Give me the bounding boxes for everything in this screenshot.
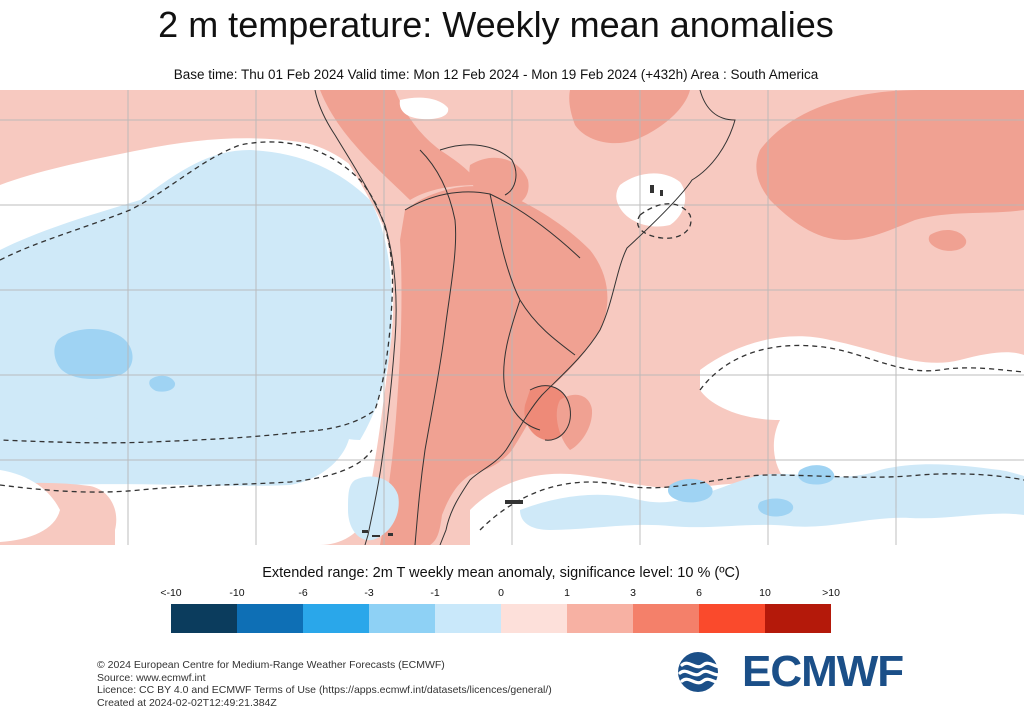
warm-region-central (469, 157, 529, 207)
neutral-region-sw (0, 470, 60, 542)
legend-swatch (633, 604, 699, 633)
legend-tick: 1 (564, 587, 570, 599)
graticule (0, 90, 1024, 545)
legend-swatch (303, 604, 369, 633)
legend-tick: >10 (822, 587, 840, 599)
legend-swatch (567, 604, 633, 633)
ecmwf-logo-icon (678, 652, 726, 692)
warm-region-atlantic-small (928, 229, 967, 251)
footer-credits: © 2024 European Centre for Medium-Range … (97, 659, 552, 709)
legend-tick: -3 (364, 587, 374, 599)
cold-patch-moderate-2 (149, 375, 176, 392)
legend-tick: 10 (759, 587, 771, 599)
legend-colorbar (171, 604, 831, 633)
island-marks (362, 185, 663, 537)
legend-tick: 3 (630, 587, 636, 599)
legend-tick: -1 (430, 587, 440, 599)
legend-tick: -6 (298, 587, 308, 599)
footer-copyright: © 2024 European Centre for Medium-Range … (97, 659, 445, 671)
ecmwf-logo-text: ECMWF (742, 647, 904, 696)
footer-source: Source: www.ecmwf.int (97, 671, 206, 684)
legend-swatch (699, 604, 765, 633)
cold-patch-moderate-1 (54, 328, 133, 380)
footer-created: Created at 2024-02-02T12:49:21.384Z (97, 696, 277, 709)
warm-region-argentina (380, 186, 608, 545)
warm-region-north (320, 90, 480, 200)
warm-region-atlantic-ne (756, 90, 1024, 240)
legend-tick: -10 (229, 587, 245, 599)
anomaly-map (0, 90, 1024, 545)
warm-region-atlantic-top (569, 90, 690, 144)
cold-patch-atlantic-2 (798, 465, 835, 485)
legend-tick: 6 (696, 587, 702, 599)
legend-tick-labels: <-10 -10 -6 -3 -1 0 1 3 6 10 >10 (0, 587, 1024, 601)
legend-swatch (765, 604, 831, 633)
footer-licence: Licence: CC BY 4.0 and ECMWF Terms of Us… (97, 684, 552, 697)
chart-subtitle: Base time: Thu 01 Feb 2024 Valid time: M… (173, 67, 819, 82)
legend-tick: <-10 (160, 587, 182, 599)
cold-region-atlantic (520, 464, 1024, 530)
legend-caption: Extended range: 2m T weekly mean anomaly… (262, 565, 740, 581)
warm-region-brazil-coast (556, 394, 593, 450)
neutral-region-north (399, 97, 449, 120)
neutral-region-atlantic-east (700, 336, 1024, 430)
cold-patch-atlantic-1 (667, 478, 713, 503)
significance-contours (0, 141, 1024, 531)
legend-swatch (435, 604, 501, 633)
ecmwf-logo: ECMWF (676, 650, 926, 694)
legend-swatch (237, 604, 303, 633)
legend-swatch (369, 604, 435, 633)
cold-region-pacific-south (0, 410, 350, 486)
coastlines (314, 90, 736, 545)
cold-patch-atlantic-3 (758, 498, 794, 517)
neutral-region-brazil (616, 173, 686, 227)
warm-region-atlantic-east (1010, 90, 1024, 100)
legend-tick: 0 (498, 587, 504, 599)
legend-swatch (171, 604, 237, 633)
chart-title: 2 m temperature: Weekly mean anomalies (158, 4, 834, 45)
legend-swatch (501, 604, 567, 633)
